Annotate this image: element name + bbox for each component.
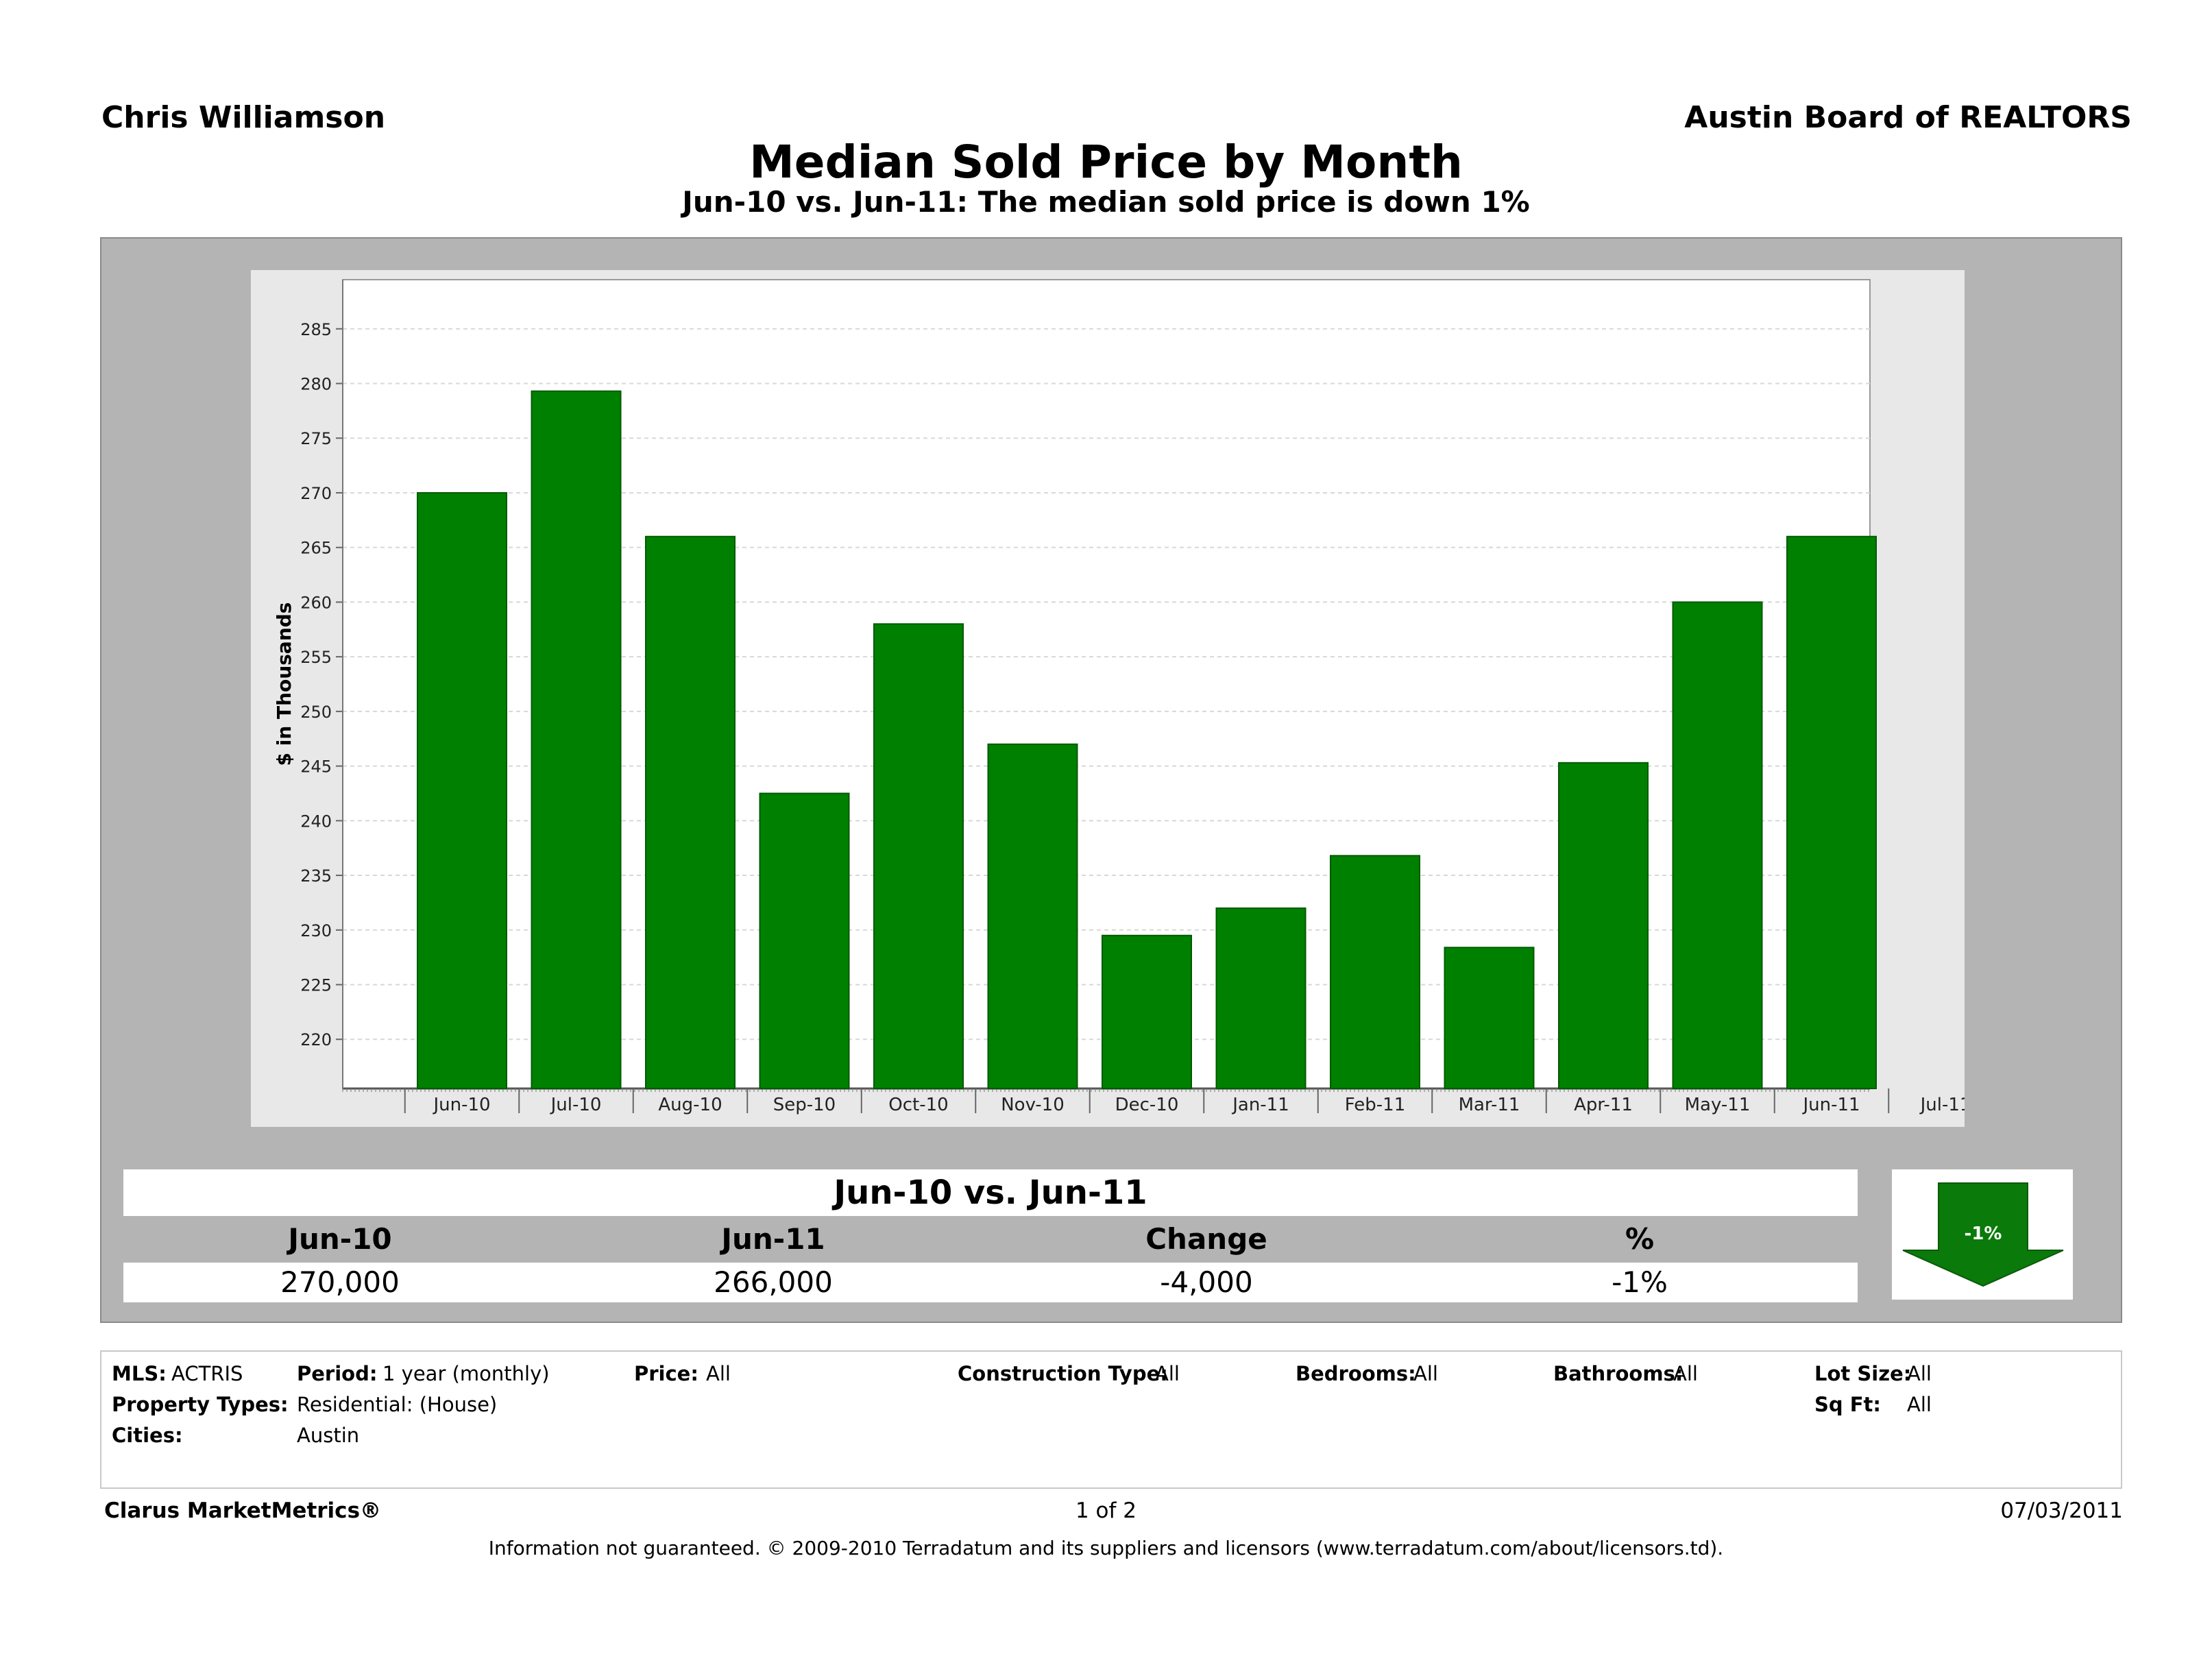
bar-chart: 220 225 230 235 240 245 250 255 260 265 270 275 280 2…: [273, 279, 1965, 1115]
trend-badge: -1%: [1892, 1169, 2073, 1300]
summary-col-jun10: Jun-10: [288, 1222, 392, 1256]
summary-value-jun10: 270,000: [280, 1265, 400, 1299]
bar-feb-11: [1330, 855, 1420, 1090]
filters-panel: [100, 1350, 2122, 1489]
price-label: Price:: [634, 1362, 698, 1385]
lotsize-label: Lot Size:: [1814, 1362, 1912, 1385]
bar-aug-10: [645, 535, 736, 1089]
y-tick-label: 245: [300, 757, 332, 777]
summary-col-percent: %: [1625, 1222, 1655, 1256]
period-value: 1 year (monthly): [382, 1362, 550, 1385]
x-tick-label: Jan-11: [1231, 1095, 1289, 1115]
bar-sep-10: [759, 792, 850, 1089]
x-tick-label: Aug-10: [658, 1095, 722, 1115]
y-axis-label: $ in Thousands: [273, 603, 295, 766]
x-tick-label: Jun-11: [1801, 1095, 1860, 1115]
agent-name: Chris Williamson: [101, 100, 386, 135]
property-types-label: Property Types:: [112, 1393, 289, 1416]
bathrooms-value: All: [1673, 1362, 1698, 1385]
y-tick-label: 250: [300, 703, 332, 722]
x-tick-label: Feb-11: [1345, 1095, 1406, 1115]
board-name: Austin Board of REALTORS: [1684, 100, 2132, 135]
bar-mar-11: [1444, 947, 1535, 1089]
chart-subtitle: Jun-10 vs. Jun-11: The median sold price…: [682, 185, 1530, 219]
bedrooms-value: All: [1413, 1362, 1438, 1385]
sqft-label: Sq Ft:: [1814, 1393, 1882, 1416]
bar-apr-11: [1558, 762, 1649, 1089]
lotsize-value: All: [1907, 1362, 1932, 1385]
x-tick-label: Jul-10: [550, 1095, 602, 1115]
summary-heading-text: Jun-10 vs. Jun-11: [834, 1174, 1147, 1212]
x-tick-label: Apr-11: [1574, 1095, 1633, 1115]
sqft-value: All: [1907, 1393, 1932, 1416]
x-tick-label: Sep-10: [773, 1095, 836, 1115]
bar-jun-11: [1786, 535, 1877, 1089]
y-tick-label: 230: [300, 921, 332, 940]
y-tick-label: 225: [300, 976, 332, 995]
x-tick-label: Mar-11: [1459, 1095, 1520, 1115]
footer-brand: Clarus MarketMetrics®: [104, 1498, 382, 1523]
y-tick-label: 220: [300, 1030, 332, 1049]
y-tick-label: 285: [300, 320, 332, 339]
x-tick-label: Jun-10: [432, 1095, 490, 1115]
period-label: Period:: [297, 1362, 378, 1385]
y-tick-label: 275: [300, 429, 332, 448]
summary-values-row: 270,000 266,000 -4,000 -1%: [123, 1263, 1858, 1302]
summary-value-change: -4,000: [1160, 1265, 1253, 1299]
bar-may-11: [1672, 601, 1763, 1089]
cities-value: Austin: [297, 1424, 360, 1447]
bar-oct-10: [873, 623, 964, 1089]
bar-nov-10: [987, 743, 1078, 1089]
y-tick-label: 265: [300, 539, 332, 558]
mls-value: ACTRIS: [171, 1362, 243, 1385]
trend-badge-text: -1%: [1965, 1224, 2002, 1244]
y-tick-label: 260: [300, 593, 332, 612]
summary-value-percent: -1%: [1612, 1265, 1668, 1299]
price-value: All: [706, 1362, 731, 1385]
bar-jul-10: [531, 390, 622, 1090]
x-tick-label: Dec-10: [1115, 1095, 1179, 1115]
summary-col-change: Change: [1145, 1222, 1267, 1256]
y-tick-label: 270: [300, 484, 332, 503]
chart-title: Median Sold Price by Month: [749, 136, 1463, 189]
x-tick-label: May-11: [1685, 1095, 1751, 1115]
construction-value: All: [1155, 1362, 1180, 1385]
report-date: 07/03/2011: [2000, 1498, 2123, 1523]
x-tick-label: Jul-11: [1919, 1095, 1965, 1115]
page-number: 1 of 2: [1075, 1498, 1137, 1523]
x-tick-label: Nov-10: [1001, 1095, 1065, 1115]
bar-dec-10: [1102, 934, 1192, 1090]
y-tick-label: 235: [300, 866, 332, 886]
y-tick-label: 240: [300, 812, 332, 831]
bathrooms-label: Bathrooms:: [1553, 1362, 1684, 1385]
down-arrow-icon: -1%: [1902, 1182, 2064, 1287]
summary-column-headers: Jun-10 Jun-11 Change %: [123, 1217, 1858, 1261]
property-types-value: Residential: (House): [297, 1393, 498, 1416]
summary-value-jun11: 266,000: [714, 1265, 833, 1299]
bar-jun-10: [417, 491, 507, 1090]
construction-label: Construction Type:: [958, 1362, 1168, 1385]
summary-heading: Jun-10 vs. Jun-11: [123, 1169, 1858, 1216]
y-tick-label: 255: [300, 648, 332, 667]
y-tick-label: 280: [300, 374, 332, 393]
mls-label: MLS:: [112, 1362, 167, 1385]
cities-label: Cities:: [112, 1424, 183, 1447]
disclaimer: Information not guaranteed. © 2009-2010 …: [488, 1537, 1724, 1559]
bar-jan-11: [1215, 907, 1306, 1089]
summary-col-jun11: Jun-11: [721, 1222, 825, 1256]
bedrooms-label: Bedrooms:: [1296, 1362, 1416, 1385]
x-tick-label: Oct-10: [888, 1095, 948, 1115]
